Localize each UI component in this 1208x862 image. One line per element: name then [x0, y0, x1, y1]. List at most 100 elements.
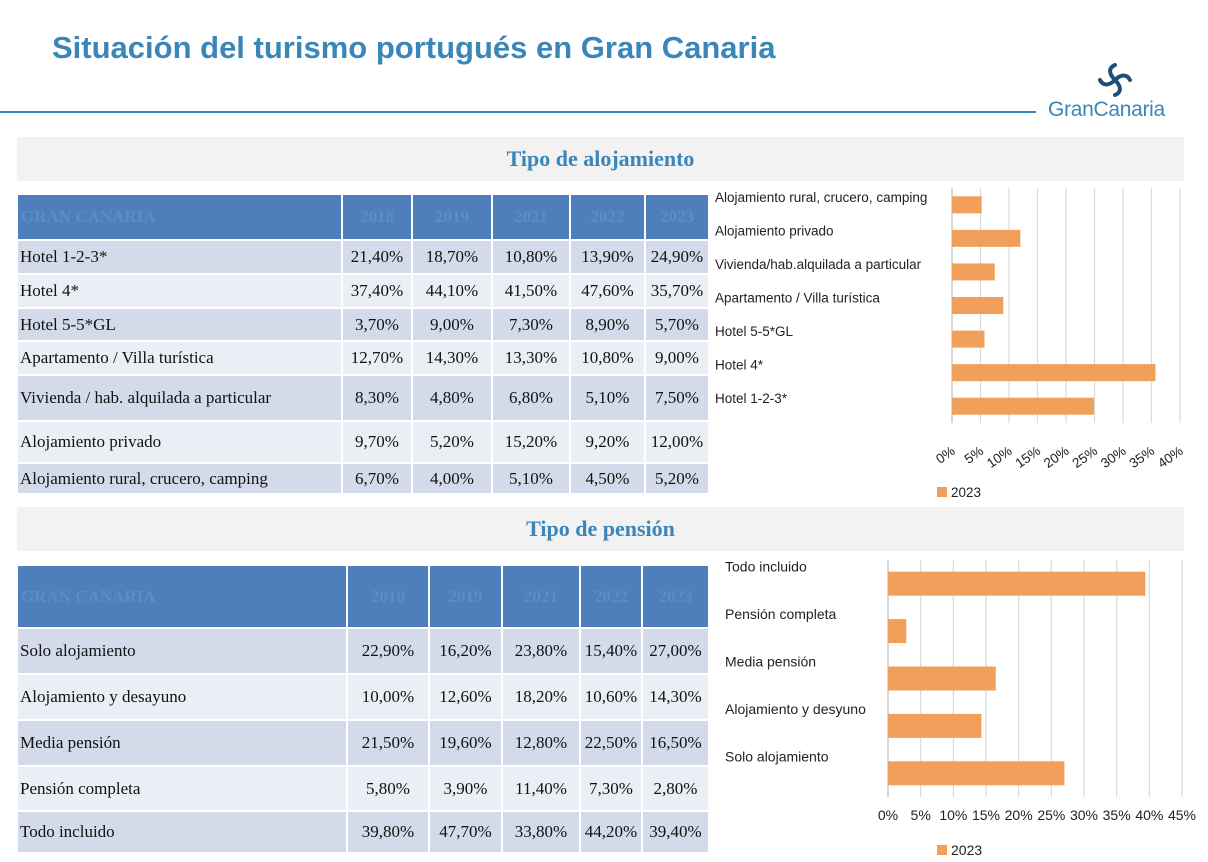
cell-value: 39,40% [641, 810, 710, 854]
cell-value: 13,30% [491, 340, 571, 376]
cell-value: 5,10% [491, 462, 571, 495]
cell-value: 9,00% [644, 340, 710, 376]
category-label: Todo incluido [725, 559, 807, 575]
legend-swatch [937, 845, 947, 855]
pension-table: GRAN CANARIA 2018 2019 2021 2022 2023 Solo al… [16, 564, 710, 854]
cell-value: 10,00% [346, 673, 430, 721]
header-year: 2022 [579, 564, 643, 629]
cell-value: 12,70% [341, 340, 413, 376]
bar [888, 571, 1146, 596]
cell-value: 44,20% [579, 810, 643, 854]
cell-value: 22,50% [579, 719, 643, 767]
table-row: Hotel 5-5*GL 3,70% 9,00% 7,30% 8,90% 5,70% [16, 307, 710, 342]
table-row: Media pensión 21,50% 19,60% 12,80% 22,50% 16,… [16, 719, 710, 767]
table-row: Alojamiento rural, crucero, camping 6,70%… [16, 462, 710, 495]
bar [952, 397, 1094, 415]
header-year: 2021 [491, 193, 571, 241]
row-label: Todo incluido [16, 810, 348, 854]
cell-value: 12,80% [501, 719, 581, 767]
cell-value: 47,60% [569, 273, 646, 309]
page-title: Situación del turismo portugués en Gran … [52, 30, 776, 65]
cell-value: 16,20% [428, 627, 503, 675]
table-row: Vivienda / hab. alquilada a particular 8,… [16, 374, 710, 422]
cell-value: 16,50% [641, 719, 710, 767]
tick-label: 10% [939, 807, 967, 823]
cell-value: 14,30% [641, 673, 710, 721]
tick-label: 25% [1069, 443, 1100, 471]
row-label: Alojamiento rural, crucero, camping [16, 462, 343, 495]
cell-value: 44,10% [411, 273, 493, 309]
cell-value: 19,60% [428, 719, 503, 767]
section-title-alojamiento: Tipo de alojamiento [506, 146, 695, 171]
cell-value: 10,60% [579, 673, 643, 721]
bar [952, 330, 985, 348]
cell-value: 10,80% [491, 239, 571, 275]
alojamiento-bar-chart: Alojamiento rural, crucero, camping Aloja… [715, 188, 1186, 500]
row-label: Solo alojamiento [16, 627, 348, 675]
table-row: Hotel 1-2-3* 21,40% 18,70% 10,80% 13,90% 24,9… [16, 239, 710, 275]
cell-value: 8,90% [569, 307, 646, 342]
table-header-row: GRAN CANARIA 2018 2019 2021 2022 2023 [16, 193, 710, 241]
cell-value: 2,80% [641, 765, 710, 812]
cell-value: 35,70% [644, 273, 710, 309]
category-label: Alojamiento privado [715, 223, 834, 238]
tick-label: 15% [972, 807, 1000, 823]
section-band-alojamiento: Tipo de alojamiento [17, 137, 1184, 181]
tick-label: 20% [1005, 807, 1033, 823]
tick-label: 40% [1155, 443, 1186, 471]
table-header-row: GRAN CANARIA 2018 2019 2021 2022 2023 [16, 564, 710, 629]
category-label: Pensión completa [725, 606, 837, 622]
cell-value: 3,70% [341, 307, 413, 342]
tick-label: 5% [911, 807, 931, 823]
table-row: Solo alojamiento 22,90% 16,20% 23,80% 15,40%… [16, 627, 710, 675]
cell-value: 27,00% [641, 627, 710, 675]
tick-label: 35% [1126, 443, 1157, 471]
tick-label: 25% [1037, 807, 1065, 823]
cell-value: 13,90% [569, 239, 646, 275]
section-title-pension: Tipo de pensión [526, 516, 675, 541]
cell-value: 5,20% [644, 462, 710, 495]
row-label: Vivienda / hab. alquilada a particular [16, 374, 343, 422]
row-label: Alojamiento privado [16, 420, 343, 464]
cell-value: 23,80% [501, 627, 581, 675]
cell-value: 10,80% [569, 340, 646, 376]
category-label: Vivienda/hab.alquilada a particular [715, 257, 922, 272]
table-row: Alojamiento privado 9,70% 5,20% 15,20% 9,20%… [16, 420, 710, 464]
tick-label: 40% [1135, 807, 1163, 823]
header-year: 2023 [644, 193, 710, 241]
cell-value: 33,80% [501, 810, 581, 854]
cell-value: 9,00% [411, 307, 493, 342]
header-region: GRAN CANARIA [16, 564, 348, 629]
cell-value: 4,00% [411, 462, 493, 495]
cell-value: 47,70% [428, 810, 503, 854]
cell-value: 3,90% [428, 765, 503, 812]
table-row: Hotel 4* 37,40% 44,10% 41,50% 47,60% 35,70% [16, 273, 710, 309]
row-label: Alojamiento y desayuno [16, 673, 348, 721]
row-label: Hotel 4* [16, 273, 343, 309]
tick-label: 35% [1103, 807, 1131, 823]
cell-value: 4,80% [411, 374, 493, 422]
legend-label: 2023 [951, 842, 982, 858]
tick-label: 45% [1168, 807, 1196, 823]
bar [952, 229, 1021, 247]
cell-value: 14,30% [411, 340, 493, 376]
cell-value: 39,80% [346, 810, 430, 854]
bar [888, 666, 996, 691]
bar [952, 364, 1156, 382]
cell-value: 7,30% [491, 307, 571, 342]
cell-value: 8,30% [341, 374, 413, 422]
gran-canaria-logo: GranCanaria [1048, 62, 1182, 122]
category-label: Hotel 5-5*GL [715, 324, 794, 339]
tick-label: 0% [878, 807, 898, 823]
cell-value: 5,80% [346, 765, 430, 812]
category-label: Hotel 1-2-3* [715, 391, 788, 406]
row-label: Pensión completa [16, 765, 348, 812]
cell-value: 22,90% [346, 627, 430, 675]
cell-value: 7,30% [579, 765, 643, 812]
tick-label: 0% [933, 443, 958, 466]
table-row: Todo incluido 39,80% 47,70% 33,80% 44,20% 39,… [16, 810, 710, 854]
cell-value: 37,40% [341, 273, 413, 309]
header-year: 2022 [569, 193, 646, 241]
bar [952, 297, 1004, 314]
cell-value: 15,20% [491, 420, 571, 464]
